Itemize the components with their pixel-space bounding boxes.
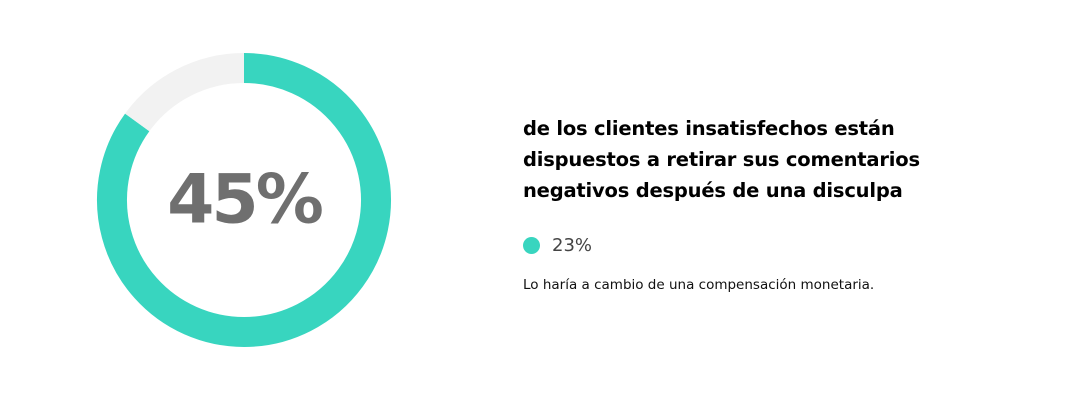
legend: 23%: [523, 230, 1043, 260]
footnote: Lo haría a cambio de una compensación mo…: [523, 277, 875, 293]
donut-slice-track: [125, 53, 245, 132]
headline-line-1: de los clientes insatisfechos están: [523, 117, 895, 140]
headline: de los clientes insatisfechos están disp…: [523, 113, 1043, 206]
donut-chart: 45%: [97, 53, 391, 347]
donut-slices: [97, 53, 391, 347]
center-percentage: 45%: [167, 161, 322, 240]
legend-value: 23%: [552, 234, 593, 256]
legend-dot-icon: [523, 236, 540, 254]
donut-slice-filled: [97, 53, 391, 347]
text-panel: de los clientes insatisfechos están disp…: [523, 113, 1043, 293]
headline-line-3: negativos después de una disculpa: [523, 179, 903, 202]
headline-line-2: dispuestos a retirar sus comentarios: [523, 148, 920, 171]
